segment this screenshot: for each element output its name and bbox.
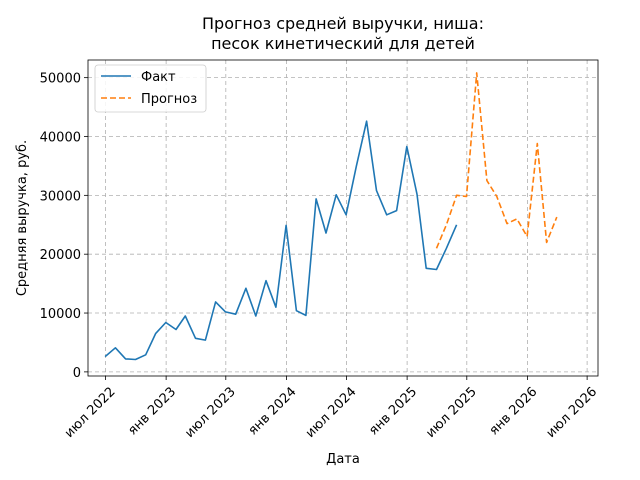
y-tick-label: 20000 xyxy=(40,248,81,263)
series-layer xyxy=(104,72,558,361)
grid-lines xyxy=(88,60,598,376)
y-tick-label: 30000 xyxy=(40,189,81,204)
legend: Факт Прогноз xyxy=(94,64,207,113)
y-axis-title: Средняя выручка, руб. xyxy=(15,140,30,296)
plot-frame xyxy=(87,59,599,377)
legend-label-forecast: Прогноз xyxy=(141,92,197,107)
x-axis-title: Дата xyxy=(326,452,360,467)
x-tick-label: июл 2024 xyxy=(303,384,360,441)
x-tick-label: июл 2023 xyxy=(182,384,239,441)
x-tick-label: июл 2025 xyxy=(423,384,480,441)
x-tick-label: июл 2026 xyxy=(544,384,601,441)
y-axis-ticks: 0 10000 20000 30000 40000 50000 xyxy=(40,72,88,381)
y-tick-label: 0 xyxy=(73,366,81,381)
x-tick-label: янв 2026 xyxy=(487,384,541,438)
y-tick-label: 40000 xyxy=(40,130,81,145)
x-tick-label: янв 2024 xyxy=(246,384,300,438)
x-axis-ticks: июл 2022 янв 2023 июл 2023 янв 2024 июл 2024… xyxy=(62,376,600,441)
y-tick-label: 10000 xyxy=(40,307,81,322)
x-tick-label: янв 2025 xyxy=(366,384,420,438)
x-tick-label: янв 2023 xyxy=(125,384,179,438)
chart-title-line-2: песок кинетический для детей xyxy=(211,34,475,53)
x-tick-label: июл 2022 xyxy=(62,384,119,441)
chart-title-line-1: Прогноз средней выручки, ниша: xyxy=(202,14,484,33)
series-line-fact xyxy=(104,120,458,361)
y-tick-label: 50000 xyxy=(40,72,81,87)
legend-label-fact: Факт xyxy=(141,70,176,85)
series-line-forecast xyxy=(435,72,558,249)
